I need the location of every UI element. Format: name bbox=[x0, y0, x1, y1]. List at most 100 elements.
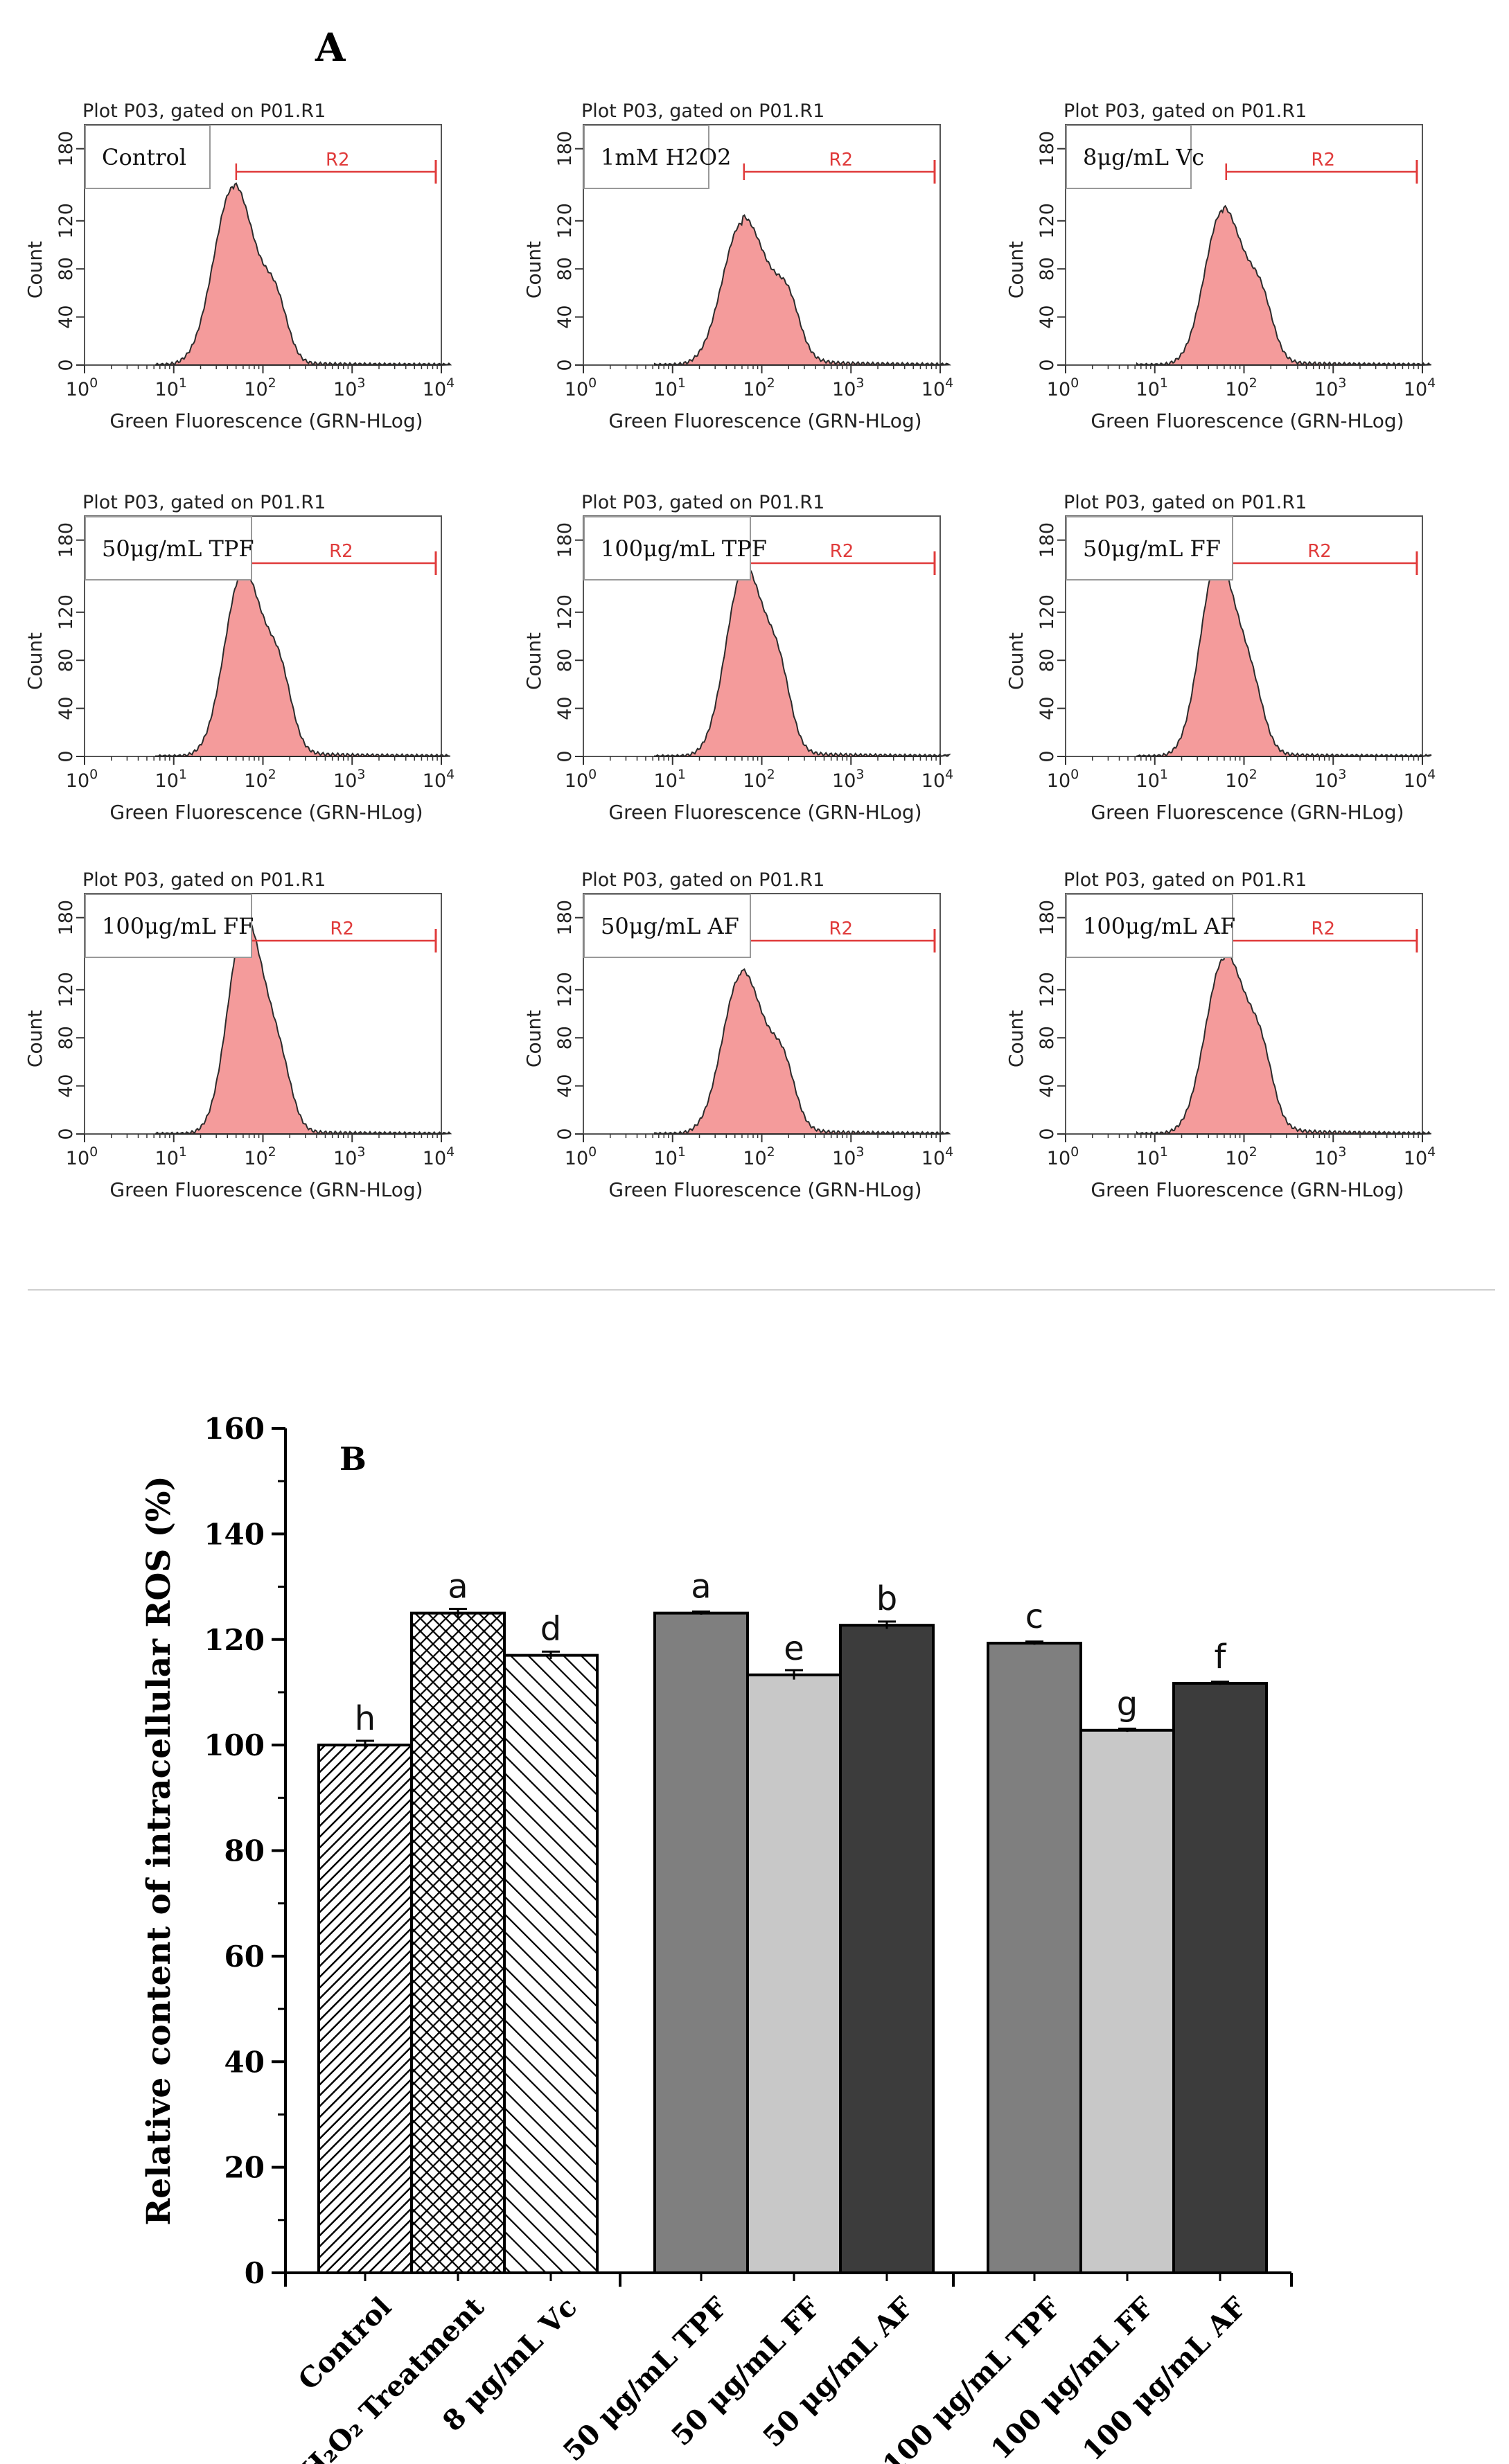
y-tick-label: 180 bbox=[554, 131, 576, 167]
x-tick-exponent: 0 bbox=[588, 375, 597, 391]
x-tick-base: 10 bbox=[832, 379, 856, 400]
y-tick-label: 120 bbox=[554, 594, 576, 630]
x-tick-label: 102 bbox=[1225, 1144, 1257, 1169]
x-tick-base: 10 bbox=[244, 1148, 267, 1169]
gate-label: R2 bbox=[1311, 150, 1335, 170]
x-axis-label: Green Fluorescence (GRN-HLog) bbox=[109, 1178, 423, 1201]
x-tick-label: 103 bbox=[832, 767, 864, 792]
x-tick-base: 10 bbox=[1136, 1148, 1160, 1169]
bar-7 bbox=[987, 1642, 1082, 2274]
histogram-plot-title: Plot P03, gated on P01.R1 bbox=[581, 100, 824, 122]
histogram-panel: Plot P03, gated on P01.R1R2Control040801… bbox=[24, 100, 455, 432]
x-tick-label: 100 bbox=[66, 375, 98, 400]
x-tick-base: 10 bbox=[66, 770, 89, 792]
x-tick-base: 10 bbox=[423, 1148, 446, 1169]
x-tick-exponent: 4 bbox=[945, 1144, 953, 1160]
x-tick-base: 10 bbox=[743, 1148, 766, 1169]
x-tick-label: 103 bbox=[1314, 375, 1346, 400]
x-tick-label: 100 bbox=[565, 375, 597, 400]
x-tick-exponent: 0 bbox=[1070, 1144, 1079, 1160]
x-tick-label: 104 bbox=[1404, 375, 1436, 400]
significance-letter: b bbox=[876, 1579, 897, 1618]
histogram-plot-title: Plot P03, gated on P01.R1 bbox=[1064, 492, 1307, 513]
x-tick-exponent: 3 bbox=[856, 375, 864, 391]
significance-letter: c bbox=[1025, 1597, 1043, 1636]
y-tick-label: 40 bbox=[1036, 305, 1058, 328]
y-tick-label: 80 bbox=[554, 648, 576, 672]
gate-label: R2 bbox=[829, 919, 853, 939]
x-tick-base: 10 bbox=[1047, 1148, 1070, 1169]
x-tick-exponent: 0 bbox=[1070, 375, 1079, 391]
x-tick-label: 103 bbox=[333, 1144, 365, 1169]
y-tick-label: 0 bbox=[55, 359, 77, 371]
x-tick-label: 104 bbox=[921, 375, 953, 400]
x-tick-base: 10 bbox=[333, 770, 357, 792]
y-tick-label: 80 bbox=[224, 1834, 265, 1868]
gate-label: R2 bbox=[830, 541, 854, 562]
x-tick-label: 103 bbox=[333, 375, 365, 400]
x-axis-label: Green Fluorescence (GRN-HLog) bbox=[1091, 409, 1404, 432]
x-tick-base: 10 bbox=[1314, 770, 1338, 792]
x-tick-label: 104 bbox=[423, 375, 455, 400]
bar-8 bbox=[1079, 1728, 1175, 2274]
histogram-plot-title: Plot P03, gated on P01.R1 bbox=[581, 869, 824, 891]
x-tick-exponent: 4 bbox=[1427, 375, 1436, 391]
histogram-grid: Plot P03, gated on P01.R1R2Control040801… bbox=[24, 100, 1436, 1201]
x-axis-label: Green Fluorescence (GRN-HLog) bbox=[1091, 1178, 1404, 1201]
y-tick-label: 120 bbox=[55, 594, 77, 630]
x-tick-exponent: 2 bbox=[1249, 1144, 1258, 1160]
sample-label-box bbox=[583, 516, 751, 580]
sample-label: 100μg/mL TPF bbox=[601, 535, 767, 562]
y-tick-label: 180 bbox=[554, 900, 576, 936]
x-tick-base: 10 bbox=[743, 770, 766, 792]
histogram-area bbox=[155, 914, 452, 1135]
x-tick-base: 10 bbox=[155, 770, 179, 792]
y-tick-label: 40 bbox=[554, 1074, 576, 1097]
x-tick-label: 102 bbox=[244, 375, 276, 400]
x-tick-base: 10 bbox=[1225, 770, 1248, 792]
y-tick-label: 80 bbox=[554, 1026, 576, 1049]
x-tick-exponent: 1 bbox=[1160, 375, 1168, 391]
x-tick-exponent: 2 bbox=[268, 375, 276, 391]
y-tick-label: 0 bbox=[554, 359, 576, 371]
y-tick-label: 120 bbox=[1036, 203, 1058, 239]
x-tick-exponent: 4 bbox=[446, 375, 455, 391]
x-tick-exponent: 4 bbox=[945, 767, 953, 782]
y-tick-label: 120 bbox=[1036, 594, 1058, 630]
gate-label: R2 bbox=[326, 150, 350, 170]
y-tick-label: 60 bbox=[224, 1940, 265, 1974]
histogram-area bbox=[155, 182, 452, 366]
bar-9 bbox=[1172, 1681, 1268, 2274]
x-tick-label: 104 bbox=[1404, 1144, 1436, 1169]
x-tick-label: 101 bbox=[155, 767, 187, 792]
y-tick-label: 40 bbox=[1036, 1074, 1058, 1097]
y-tick-label: 100 bbox=[204, 1728, 265, 1762]
histogram-plot-title: Plot P03, gated on P01.R1 bbox=[82, 869, 326, 891]
x-tick-label: 104 bbox=[1404, 767, 1436, 792]
x-tick-base: 10 bbox=[1404, 1148, 1427, 1169]
x-tick-base: 10 bbox=[1225, 1148, 1248, 1169]
histogram-area bbox=[654, 214, 952, 366]
x-tick-label: 102 bbox=[244, 767, 276, 792]
sample-label: 100μg/mL AF bbox=[1083, 913, 1235, 939]
x-tick-exponent: 3 bbox=[1338, 1144, 1346, 1160]
x-tick-label: 101 bbox=[1136, 1144, 1168, 1169]
significance-letter: g bbox=[1117, 1685, 1138, 1723]
x-tick-base: 10 bbox=[921, 770, 945, 792]
y-tick-label: 180 bbox=[1036, 900, 1058, 936]
significance-letter: d bbox=[540, 1610, 561, 1649]
x-tick-exponent: 0 bbox=[588, 1144, 597, 1160]
x-tick-base: 10 bbox=[565, 770, 588, 792]
x-tick-exponent: 2 bbox=[268, 767, 276, 782]
y-tick-label: 80 bbox=[55, 257, 77, 281]
x-tick-base: 10 bbox=[155, 379, 179, 400]
x-tick-exponent: 0 bbox=[89, 767, 98, 782]
x-tick-base: 10 bbox=[244, 770, 267, 792]
x-tick-label: 100 bbox=[565, 767, 597, 792]
x-tick-label: 102 bbox=[1225, 375, 1257, 400]
x-tick-exponent: 2 bbox=[767, 767, 775, 782]
y-axis-label: Relative content of intracellular ROS (%… bbox=[140, 1475, 178, 2226]
x-tick-base: 10 bbox=[1047, 379, 1070, 400]
x-tick-exponent: 1 bbox=[678, 767, 686, 782]
